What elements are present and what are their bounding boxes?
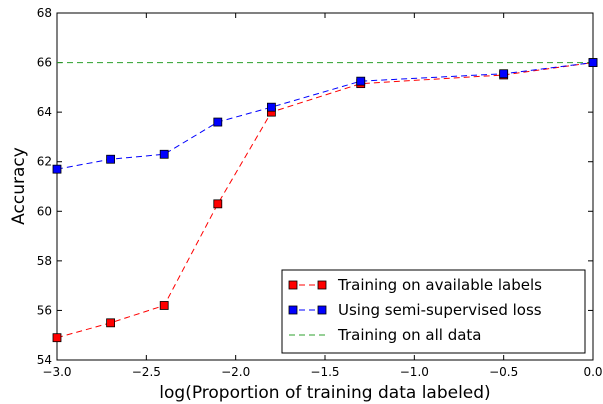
series-1-point <box>106 154 115 164</box>
x-tick-label: −2.0 <box>221 365 250 379</box>
x-tick-label: −1.0 <box>400 365 429 379</box>
x-axis-label: log(Proportion of training data labeled) <box>159 383 490 403</box>
x-tick-label: −1.5 <box>310 365 339 379</box>
legend-frame <box>281 269 586 354</box>
y-tick-label: 62 <box>37 155 52 169</box>
legend-label-available: Training on available labels <box>337 276 542 294</box>
series-1-point <box>356 76 366 86</box>
x-tick-label: −3.0 <box>42 365 71 379</box>
legend-marker-available-1 <box>288 280 298 290</box>
y-tick-label: 56 <box>37 303 52 317</box>
series-1-point <box>159 149 169 159</box>
legend-label-semi: Using semi-supervised loss <box>338 301 542 319</box>
series-line-1 <box>56 62 594 170</box>
y-tick-label: 54 <box>37 353 52 367</box>
series-1-point <box>499 69 509 79</box>
axis-ticks: −3.0 −2.5 −2.0 −1.5 −1.0 −0.5 0.0 54 56 58 60 62 64 6… <box>37 6 603 379</box>
series-0-point <box>106 318 115 328</box>
y-tick-label: 66 <box>37 56 52 70</box>
y-tick-label: 58 <box>37 254 52 268</box>
series-0-point <box>213 199 223 209</box>
y-tick-label: 60 <box>37 204 52 218</box>
legend-marker-available-2 <box>317 280 327 290</box>
series-1-point <box>52 164 62 174</box>
series-lines <box>56 62 594 339</box>
legend: Training on available labels Using semi-… <box>281 269 586 354</box>
y-axis-label: Accuracy <box>9 147 29 225</box>
x-tick-label: −2.5 <box>132 365 161 379</box>
series-line-0 <box>56 62 594 339</box>
legend-label-all-data: Training on all data <box>337 326 482 344</box>
legend-marker-semi-2 <box>317 305 327 315</box>
x-tick-label: 0.0 <box>583 365 602 379</box>
series-1-point <box>213 117 223 127</box>
y-tick-label: 64 <box>37 105 52 119</box>
series-0-point <box>52 333 62 343</box>
y-tick-label: 68 <box>37 6 52 20</box>
series-0-point <box>159 301 169 310</box>
series-markers <box>52 58 598 343</box>
series-1-point <box>588 58 598 67</box>
series-1-point <box>266 102 276 112</box>
x-tick-label: −0.5 <box>489 365 518 379</box>
legend-marker-semi-1 <box>288 305 298 315</box>
